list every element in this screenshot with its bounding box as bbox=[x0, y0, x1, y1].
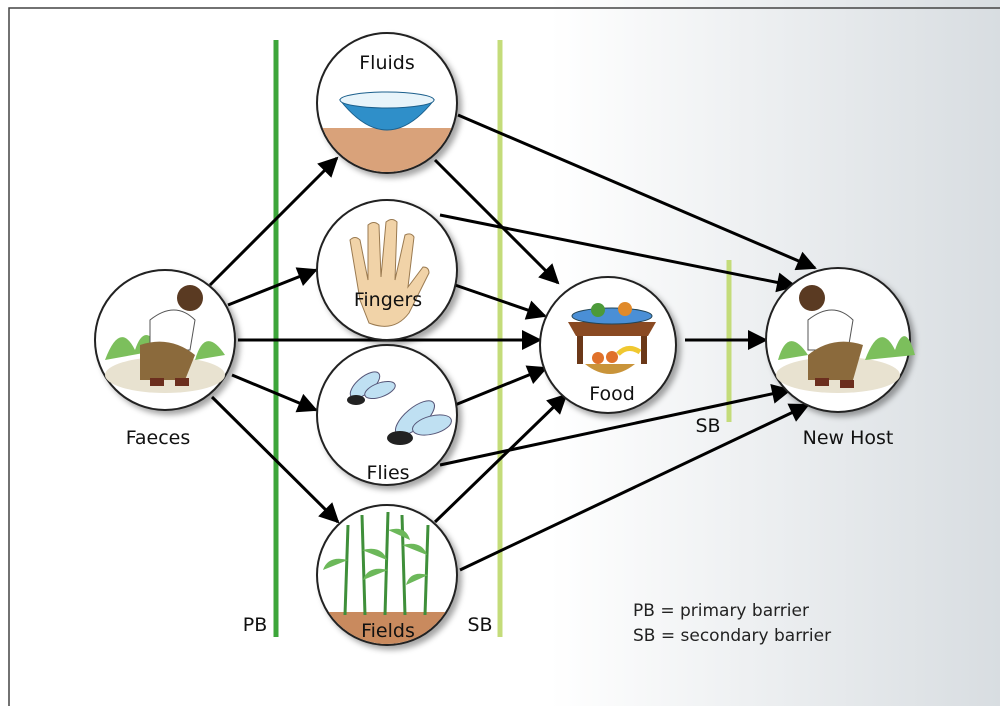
barrier-label: PB bbox=[243, 614, 268, 636]
node-label: Flies bbox=[366, 462, 409, 484]
barrier-label: SB bbox=[467, 614, 492, 636]
node-label: New Host bbox=[803, 427, 894, 449]
node-label: Faeces bbox=[126, 427, 191, 449]
node-label: Food bbox=[589, 383, 635, 405]
faeces-node bbox=[95, 270, 235, 410]
fingers-node bbox=[317, 200, 457, 340]
legend-entry: SB = secondary barrier bbox=[633, 626, 831, 646]
barrier-label: SB bbox=[695, 415, 720, 437]
node-label: Fingers bbox=[354, 289, 422, 311]
node-label: Fluids bbox=[359, 52, 415, 74]
diagram: Faeces Fluids Fingers Flies Fields Food … bbox=[0, 0, 1000, 706]
legend-entry: PB = primary barrier bbox=[633, 601, 809, 621]
node-label: Fields bbox=[361, 620, 415, 642]
